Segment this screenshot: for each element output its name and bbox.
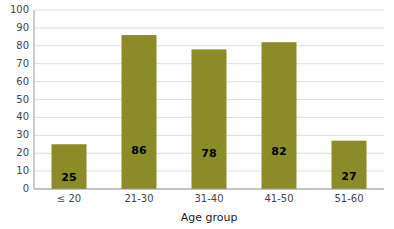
y-tick-label: 80 (16, 40, 29, 51)
bar (192, 49, 227, 189)
y-tick-label: 50 (16, 94, 29, 105)
y-tick-label: 40 (16, 111, 29, 122)
chart: 0 10 20 30 40 50 60 70 80 90 100 25 86 78 82 27 ≤ 20 21-3… (0, 0, 394, 229)
data-label: 78 (201, 147, 216, 160)
x-tick-label: ≤ 20 (57, 193, 81, 204)
bar (332, 141, 367, 189)
grid-line (34, 45, 384, 46)
bar (122, 35, 157, 189)
x-tick-label: 31-40 (194, 193, 223, 204)
x-axis-label: Age group (181, 211, 238, 224)
x-tick-label: 21-30 (124, 193, 153, 204)
y-tick-label: 10 (16, 165, 29, 176)
data-label: 25 (61, 171, 76, 184)
y-tick-label: 30 (16, 129, 29, 140)
bars (52, 35, 367, 189)
chart-container: 0 10 20 30 40 50 60 70 80 90 100 25 86 78 82 27 ≤ 20 21-3… (0, 0, 394, 229)
y-tick-label: 90 (16, 22, 29, 33)
grid-line (34, 10, 384, 11)
x-tick-label: 51-60 (334, 193, 363, 204)
grid-line (34, 189, 384, 190)
y-tick-label: 70 (16, 58, 29, 69)
x-axis-line (34, 189, 384, 190)
y-tick-label: 60 (16, 76, 29, 87)
y-tick-label: 100 (10, 4, 29, 15)
y-tick-label: 20 (16, 147, 29, 158)
data-label: 82 (271, 145, 286, 158)
bar (52, 144, 87, 189)
x-tick-label: 41-50 (264, 193, 293, 204)
bar (262, 42, 297, 189)
y-tick-label: 0 (23, 183, 29, 194)
data-label: 27 (341, 170, 356, 183)
y-axis-line (34, 10, 35, 189)
data-label: 86 (131, 144, 147, 157)
grid-line (34, 27, 384, 28)
